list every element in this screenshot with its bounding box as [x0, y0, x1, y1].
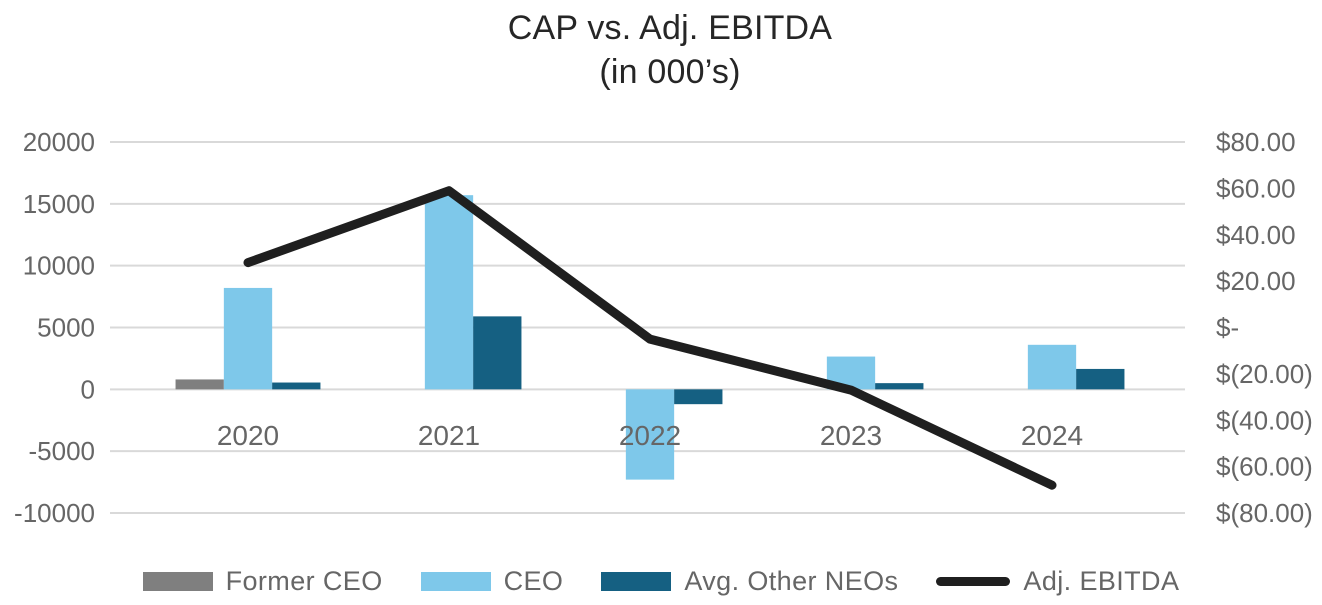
- bar-ceo-2022: [625, 389, 675, 480]
- bar-avg-other-neos-2021: [473, 316, 522, 390]
- x-axis-label-2022: 2022: [619, 420, 681, 451]
- legend-label-avg-other-neos: Avg. Other NEOs: [684, 566, 899, 596]
- legend-item-ceo: CEO: [420, 566, 564, 597]
- x-axis-label-2021: 2021: [418, 420, 480, 451]
- x-axis-label-2024: 2024: [1021, 420, 1083, 451]
- right-axis-label-0: $80.00: [1216, 127, 1296, 157]
- right-axis-label-7: $(60.00): [1216, 452, 1313, 482]
- chart-title-block: CAP vs. Adj. EBITDA (in 000’s): [0, 6, 1322, 94]
- bar-avg-other-neos-2023: [875, 383, 924, 390]
- right-axis-label-8: $(80.00): [1216, 498, 1313, 528]
- right-axis-label-4: $-: [1216, 313, 1239, 343]
- left-axis-label--5000: -5000: [29, 436, 96, 466]
- bar-ceo-2024: [1027, 344, 1077, 390]
- legend-swatch-ceo: [420, 572, 491, 591]
- right-axis-label-6: $(40.00): [1216, 405, 1313, 435]
- left-axis-label-10000: 10000: [23, 251, 95, 281]
- legend-item-adj-ebitda: Adj. EBITDA: [936, 566, 1179, 597]
- left-axis-label-15000: 15000: [23, 189, 95, 219]
- legend-item-avg-other-neos: Avg. Other NEOs: [601, 566, 898, 597]
- bar-ceo-2020: [223, 287, 273, 390]
- x-axis-label-2020: 2020: [217, 420, 279, 451]
- bar-former-ceo-2020: [175, 379, 224, 390]
- left-axis-label--10000: -10000: [14, 498, 95, 528]
- legend-label-adj-ebitda: Adj. EBITDA: [1023, 566, 1180, 596]
- left-axis-label-20000: 20000: [23, 127, 95, 157]
- left-axis-label-5000: 5000: [37, 313, 95, 343]
- right-axis-label-3: $20.00: [1216, 266, 1296, 296]
- right-axis-label-5: $(20.00): [1216, 359, 1313, 389]
- chart-legend: Former CEO CEO Avg. Other NEOs Adj. EBIT…: [0, 566, 1322, 597]
- bar-avg-other-neos-2020: [272, 382, 321, 390]
- legend-label-former-ceo: Former CEO: [225, 566, 383, 596]
- legend-item-former-ceo: Former CEO: [142, 566, 383, 597]
- chart-subtitle: (in 000’s): [599, 53, 741, 91]
- x-axis-label-2023: 2023: [820, 420, 882, 451]
- chart-title: CAP vs. Adj. EBITDA: [507, 9, 833, 47]
- legend-swatch-former-ceo: [142, 572, 213, 591]
- bar-ceo-2021: [424, 195, 474, 390]
- legend-label-ceo: CEO: [503, 566, 564, 596]
- left-axis-label-0: 0: [81, 374, 95, 404]
- right-axis-label-2: $40.00: [1216, 220, 1296, 250]
- bar-avg-other-neos-2024: [1076, 368, 1125, 390]
- bar-avg-other-neos-2022: [674, 389, 723, 405]
- line-adj-ebitda: [243, 186, 1057, 490]
- right-axis-label-1: $60.00: [1216, 173, 1296, 203]
- legend-line-swatch-adj-ebitda: [936, 577, 1011, 586]
- legend-swatch-avg-other-neos: [601, 572, 672, 591]
